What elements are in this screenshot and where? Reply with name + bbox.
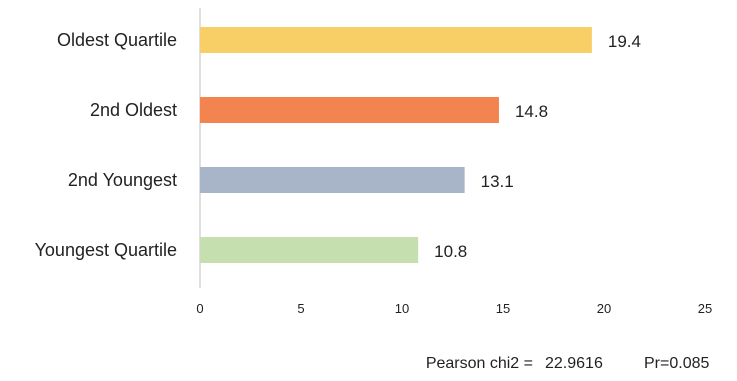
value-label-2nd-youngest: 13.1 (481, 172, 514, 191)
pearson-chi2-label: Pearson chi2 = (426, 355, 533, 372)
x-tick-label: 20 (597, 301, 611, 316)
value-label-2nd-oldest: 14.8 (515, 102, 548, 121)
category-label-2nd-youngest: 2nd Youngest (68, 170, 177, 190)
value-label-youngest-quartile: 10.8 (434, 242, 467, 261)
bar-oldest-quartile (200, 27, 592, 53)
x-tick-label: 10 (395, 301, 409, 316)
value-label-oldest-quartile: 19.4 (608, 32, 641, 51)
category-label-2nd-oldest: 2nd Oldest (90, 100, 177, 120)
x-axis-ticks: 0 5 10 15 20 25 (196, 301, 712, 316)
category-label-oldest-quartile: Oldest Quartile (57, 30, 177, 50)
bar-2nd-youngest (200, 167, 465, 193)
pearson-chi2-value: 22.9616 (545, 355, 603, 372)
bar-youngest-quartile (200, 237, 419, 263)
x-tick-label: 25 (698, 301, 712, 316)
pr-value: Pr=0.085 (644, 355, 709, 372)
bar-2nd-oldest (200, 97, 499, 123)
x-tick-label: 15 (496, 301, 510, 316)
stats-footnote: Pearson chi2 = 22.9616 Pr=0.085 (426, 355, 710, 372)
bars-group: Oldest Quartile 19.4 2nd Oldest 14.8 2nd You… (35, 27, 641, 263)
x-tick-label: 5 (297, 301, 304, 316)
category-label-youngest-quartile: Youngest Quartile (35, 240, 177, 260)
x-tick-label: 0 (196, 301, 203, 316)
